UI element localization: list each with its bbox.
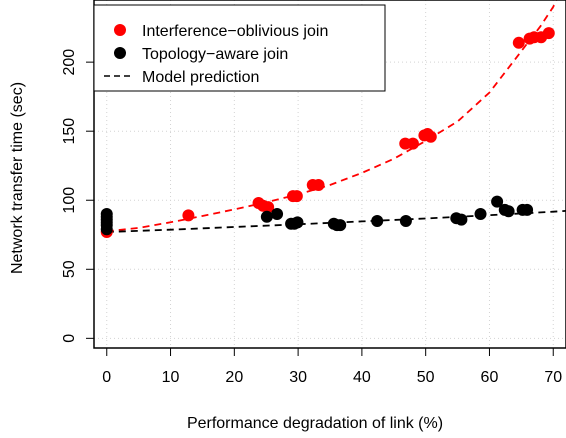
point-interference-oblivious [406,137,419,150]
x-tick-label: 20 [225,369,243,386]
point-topology-aware [100,208,113,221]
legend: Interference−oblivious join Topology−awa… [93,4,386,92]
point-topology-aware [521,203,534,216]
point-topology-aware [399,214,412,227]
x-tick-label: 40 [353,369,371,386]
y-axis-label: Network transfer time (sec) [9,82,26,274]
x-tick-label: 0 [102,369,111,386]
x-tick-label: 70 [544,369,562,386]
x-tick-label: 10 [162,369,180,386]
point-interference-oblivious [262,201,275,214]
curve-interference-fit [106,0,558,233]
y-tick-label: 200 [61,49,78,76]
point-topology-aware [474,208,487,221]
axes: 0 10 20 30 40 50 60 70 0 50 100 150 200 [61,0,566,386]
legend-label-topology: Topology−aware join [142,46,288,63]
legend-label-model: Model prediction [142,69,259,86]
y-tick-label: 50 [61,260,78,278]
legend-box [93,4,386,92]
point-interference-oblivious [182,209,195,222]
point-interference-oblivious [424,130,437,143]
legend-marker-interference [114,24,126,36]
legend-marker-topology [114,47,126,59]
x-tick-label: 30 [289,369,307,386]
x-tick-label: 60 [481,369,499,386]
y-tick-label: 0 [61,334,78,343]
point-interference-oblivious [512,36,525,49]
points [100,27,555,238]
point-topology-aware [334,219,347,232]
point-interference-oblivious [542,27,555,40]
x-tick-label: 50 [417,369,435,386]
point-topology-aware [502,205,515,218]
point-topology-aware [491,195,504,208]
point-topology-aware [291,216,304,229]
point-topology-aware [271,208,284,221]
y-tick-label: 100 [61,187,78,214]
x-axis-label: Performance degradation of link (%) [187,415,443,432]
point-topology-aware [455,213,468,226]
point-topology-aware [371,214,384,227]
y-tick-label: 150 [61,118,78,145]
point-topology-aware [260,210,273,223]
legend-label-interference: Interference−oblivious join [142,23,328,40]
plot-frame [93,0,566,349]
point-interference-oblivious [312,179,325,192]
point-interference-oblivious [290,190,303,203]
